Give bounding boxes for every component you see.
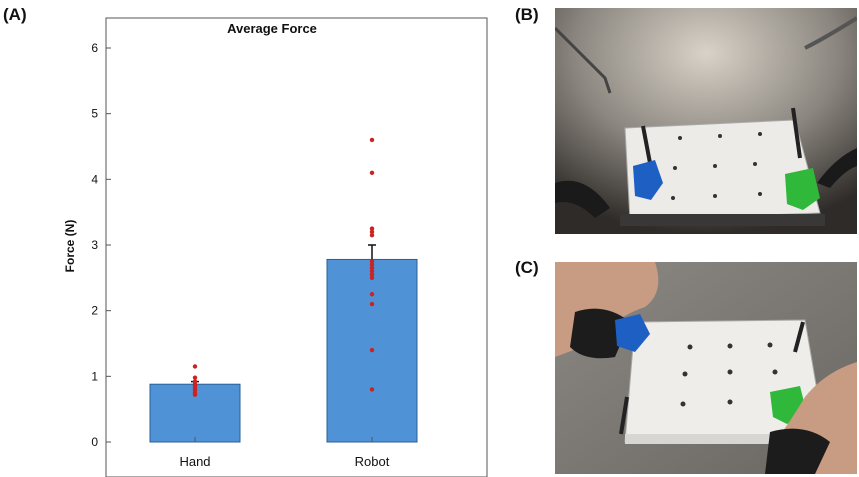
y-tick-label: 0 xyxy=(91,435,98,449)
photo-robot-pegboard xyxy=(555,8,857,234)
bars xyxy=(149,258,418,443)
y-tick-label: 1 xyxy=(91,369,98,383)
data-points xyxy=(192,137,375,397)
data-point xyxy=(369,265,375,271)
y-axis-ticks: 0 1 2 3 4 5 6 xyxy=(91,41,111,449)
data-point xyxy=(369,292,375,297)
data-point xyxy=(192,392,198,397)
x-tick-label-hand: Hand xyxy=(179,454,210,469)
chart-title: Average Force xyxy=(227,21,317,36)
x-axis-ticks: Hand Robot xyxy=(179,437,390,469)
data-point xyxy=(369,347,375,353)
data-point xyxy=(192,375,198,380)
force-bar-chart: Average Force Force (N) 0 1 2 3 4 5 6 Hand Robo… xyxy=(63,17,488,477)
data-point xyxy=(369,387,375,392)
data-point xyxy=(369,269,375,274)
blue-peg-icon-c xyxy=(615,314,650,352)
data-point xyxy=(369,137,375,143)
data-point xyxy=(369,229,375,235)
data-point xyxy=(369,262,375,267)
panel-label-b: (B) xyxy=(515,5,539,24)
data-point xyxy=(369,170,375,175)
panel-label-a: (A) xyxy=(3,5,27,24)
data-point xyxy=(369,259,375,264)
photo-hand-pegboard xyxy=(555,262,857,474)
plot-frame xyxy=(105,17,488,477)
data-point xyxy=(192,364,198,369)
y-axis-label: Force (N) xyxy=(63,220,77,273)
green-peg-icon xyxy=(785,168,820,210)
y-tick-label: 6 xyxy=(91,41,98,55)
data-point xyxy=(369,272,375,277)
y-tick-label: 2 xyxy=(91,304,98,318)
blue-peg-icon xyxy=(633,160,663,200)
y-tick-label: 4 xyxy=(91,172,98,186)
y-tick-label: 3 xyxy=(91,238,98,252)
data-point xyxy=(369,275,375,281)
data-point xyxy=(369,232,375,238)
y-tick-label: 5 xyxy=(91,107,98,121)
x-tick-label-robot: Robot xyxy=(355,454,390,469)
panel-label-c: (C) xyxy=(515,258,539,277)
data-point xyxy=(369,226,375,231)
data-point xyxy=(369,301,375,307)
